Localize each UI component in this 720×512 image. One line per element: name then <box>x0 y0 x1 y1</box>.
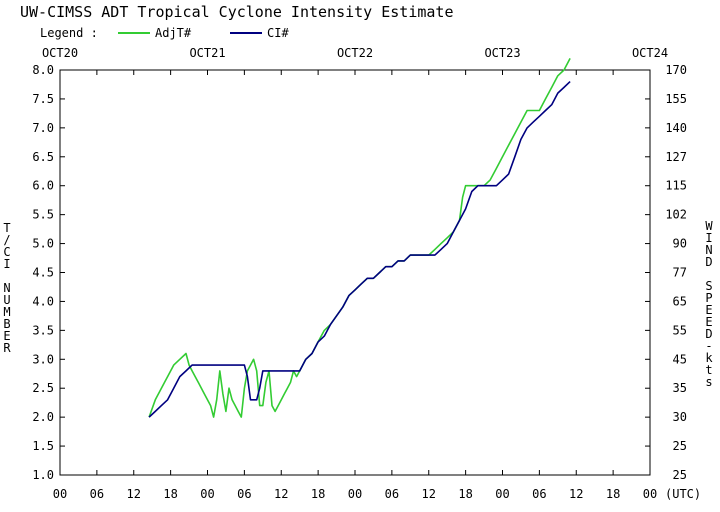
chart-title: UW-CIMSS ADT Tropical Cyclone Intensity … <box>20 3 453 21</box>
y-right-tick-label: 25 <box>673 468 687 482</box>
legend-entry-ci: CI# <box>267 26 289 40</box>
x-tick-label: 00 <box>200 487 214 501</box>
axis-title-char: k <box>705 351 713 365</box>
y-tick-label: 6.0 <box>32 179 54 193</box>
y-tick-label: 2.5 <box>32 381 54 395</box>
y-right-tick-label: 90 <box>673 237 687 251</box>
y-right-tick-label: 35 <box>673 381 687 395</box>
y-tick-label: 3.0 <box>32 352 54 366</box>
y-tick-label: 5.0 <box>32 237 54 251</box>
axis-title-char: P <box>705 291 712 305</box>
y-tick-label: 2.0 <box>32 410 54 424</box>
axis-title-char: E <box>705 315 712 329</box>
series-line-adjt <box>148 58 571 418</box>
x-unit-label: (UTC) <box>665 487 701 501</box>
axis-title-char: E <box>3 329 10 343</box>
y-tick-label: 3.5 <box>32 323 54 337</box>
axis-title-char: R <box>3 341 11 355</box>
axis-title-char: M <box>3 305 10 319</box>
date-label: OCT24 <box>632 46 668 60</box>
y-tick-label: 1.5 <box>32 439 54 453</box>
x-tick-label: 06 <box>532 487 546 501</box>
y-right-tick-label: 25 <box>673 439 687 453</box>
series-layer <box>148 58 571 418</box>
axis-title-char: s <box>705 375 712 389</box>
axis-title-char: N <box>705 243 712 257</box>
legend-label: Legend : <box>40 26 98 40</box>
y-tick-label: 5.5 <box>32 208 54 222</box>
y-tick-label: 1.0 <box>32 468 54 482</box>
y-tick-label: 4.5 <box>32 266 54 280</box>
y-tick-label: 7.5 <box>32 92 54 106</box>
y-tick-label: 8.0 <box>32 63 54 77</box>
y-right-tick-label: 127 <box>665 150 687 164</box>
x-tick-label: 06 <box>90 487 104 501</box>
axis-title-char: t <box>705 363 712 377</box>
axis-title-char: B <box>3 317 10 331</box>
date-label: OCT20 <box>42 46 78 60</box>
x-tick-label: 00 <box>495 487 509 501</box>
y-right-tick-label: 55 <box>673 323 687 337</box>
axis-title-char: W <box>705 219 713 233</box>
x-tick-label: 06 <box>385 487 399 501</box>
y-tick-label: 6.5 <box>32 150 54 164</box>
axis-title-char: E <box>705 303 712 317</box>
x-tick-label: 18 <box>606 487 620 501</box>
y-right-tick-label: 77 <box>673 266 687 280</box>
x-tick-label: 00 <box>348 487 362 501</box>
x-tick-label: 12 <box>422 487 436 501</box>
x-tick-label: 06 <box>237 487 251 501</box>
axis-title-char: I <box>705 231 712 245</box>
x-tick-label: 00 <box>53 487 67 501</box>
y-right-tick-label: 170 <box>665 63 687 77</box>
axis-title-char: - <box>705 339 712 353</box>
axis-title-char: I <box>3 257 10 271</box>
date-label: OCT22 <box>337 46 373 60</box>
x-tick-label: 12 <box>274 487 288 501</box>
y-right-tick-label: 45 <box>673 352 687 366</box>
date-label: OCT21 <box>189 46 225 60</box>
y-right-tick-label: 115 <box>665 179 687 193</box>
x-tick-label: 00 <box>643 487 657 501</box>
axis-title-char: T <box>3 221 10 235</box>
axis-title-char: D <box>705 327 712 341</box>
axes: 1.0 25 1.5 25 2.0 30 2.5 35 3.0 45 3.5 55 4.0 65 4.5 77… <box>3 46 713 501</box>
x-tick-label: 18 <box>311 487 325 501</box>
x-tick-label: 18 <box>163 487 177 501</box>
axis-title-char: S <box>705 279 712 293</box>
y-right-tick-label: 102 <box>665 208 687 222</box>
x-tick-label: 12 <box>127 487 141 501</box>
y-right-tick-label: 140 <box>665 121 687 135</box>
axis-title-char: C <box>3 245 10 259</box>
axis-title-char: D <box>705 255 712 269</box>
y-right-tick-label: 155 <box>665 92 687 106</box>
x-tick-label: 12 <box>569 487 583 501</box>
legend-entry-adjt: AdjT# <box>155 26 192 40</box>
y-right-tick-label: 30 <box>673 410 687 424</box>
y-tick-label: 7.0 <box>32 121 54 135</box>
plot-frame <box>59 69 651 476</box>
axis-title-char: U <box>3 293 10 307</box>
y-right-tick-label: 65 <box>673 294 687 308</box>
axis-title-char: / <box>3 233 10 247</box>
axis-title-char: N <box>3 281 10 295</box>
x-tick-label: 18 <box>458 487 472 501</box>
date-label: OCT23 <box>484 46 520 60</box>
y-tick-label: 4.0 <box>32 294 54 308</box>
series-line-ci <box>148 81 571 418</box>
